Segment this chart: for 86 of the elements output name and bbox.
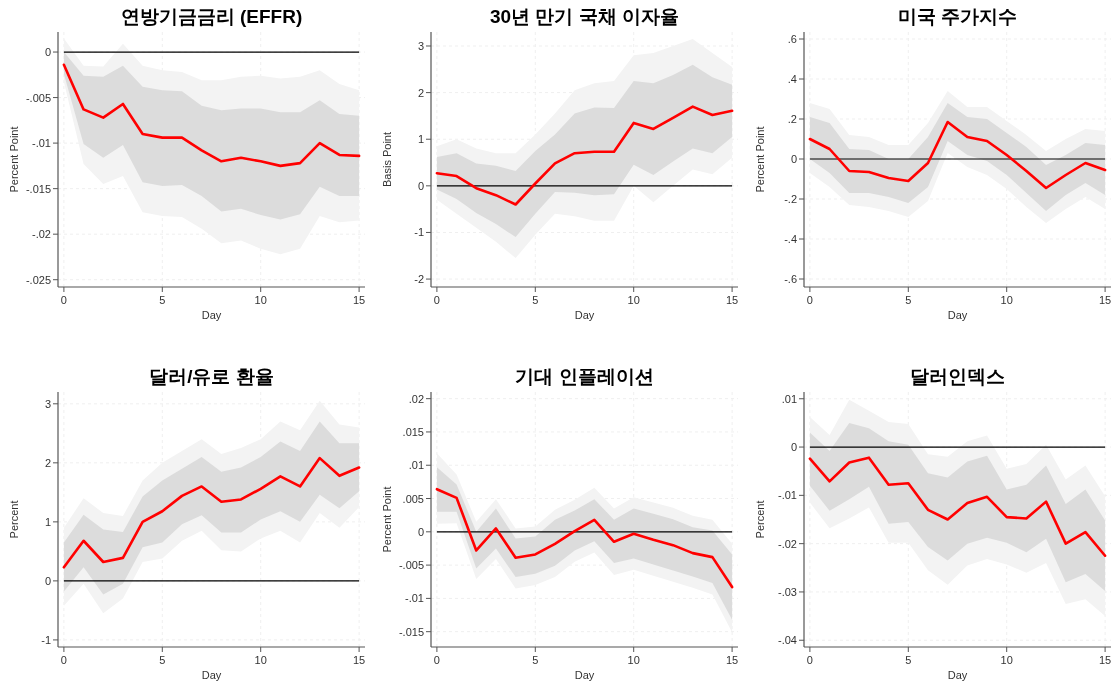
y-tick-label: 0 [417, 179, 424, 192]
y-tick-label: -.01 [405, 592, 424, 605]
x-tick-label: 5 [532, 294, 539, 306]
x-tick-label: 0 [433, 294, 440, 306]
x-tick-label: 5 [159, 294, 166, 306]
y-axis-title: Percent [8, 500, 20, 539]
y-tick-label: .015 [402, 425, 424, 438]
y-tick-label: 0 [44, 574, 51, 587]
y-tick-label: -.04 [778, 634, 797, 647]
x-tick-label: 10 [627, 294, 640, 306]
chart-title: 30년 만기 국채 이자율 [490, 6, 679, 27]
y-tick-label: -2 [414, 273, 424, 286]
y-tick-label: -1 [414, 226, 424, 239]
x-axis-title: Day [201, 309, 222, 321]
y-tick-label: .01 [781, 392, 797, 405]
y-axis-title: Basis Point [381, 131, 393, 188]
y-axis-title: Percent Point [754, 126, 766, 193]
line-series [435, 487, 734, 589]
y-tick-label: -.005 [25, 91, 51, 104]
x-tick-label: 10 [254, 294, 267, 306]
x-tick-label: 0 [806, 654, 813, 666]
x-tick-label: 5 [905, 294, 912, 306]
y-tick-label: -.025 [25, 273, 51, 286]
x-axis-title: Day [947, 669, 968, 681]
y-tick-label: 3 [417, 39, 424, 52]
y-tick-label: 1 [417, 133, 424, 146]
y-tick-label: 0 [417, 525, 424, 538]
x-tick-label: 10 [1000, 294, 1013, 306]
x-tick-label: 15 [725, 294, 739, 306]
x-tick-label: 15 [1098, 294, 1112, 306]
y-tick-label: 0 [790, 153, 797, 165]
x-tick-label: 5 [532, 654, 539, 666]
x-axis-title: Day [947, 309, 968, 321]
x-tick-label: 10 [1000, 654, 1013, 666]
chart-title: 연방기금금리 (EFFR) [120, 6, 303, 27]
y-tick-label: 3 [44, 397, 51, 410]
y-axis-title: Percent Point [381, 486, 393, 553]
y-axis-title: Percent [754, 500, 766, 539]
chart-title: 기대 인플레이션 [515, 366, 654, 387]
y-tick-label: .6 [787, 33, 797, 45]
x-axis-title: Day [574, 309, 595, 321]
y-tick-label: .4 [787, 73, 797, 85]
y-tick-label: -.01 [32, 137, 51, 150]
x-tick-label: 0 [60, 654, 67, 666]
x-tick-label: 15 [1098, 654, 1112, 666]
y-tick-label: -.02 [32, 228, 51, 241]
y-tick-label: 2 [417, 86, 424, 99]
chart-title: 미국 주가지수 [897, 6, 1018, 27]
chart-title: 달러/유로 환율 [149, 366, 274, 387]
x-axis-title: Day [574, 669, 595, 681]
x-tick-label: 0 [60, 294, 67, 306]
line-series [435, 105, 734, 206]
y-tick-label: 0 [790, 441, 797, 454]
y-tick-label: 1 [44, 515, 51, 528]
line-series [62, 63, 361, 168]
y-tick-label: -.02 [778, 537, 797, 550]
x-tick-label: 15 [725, 654, 739, 666]
y-tick-label: .01 [408, 459, 424, 472]
x-tick-label: 5 [159, 654, 166, 666]
y-tick-label: -.005 [398, 559, 424, 572]
y-tick-label: .2 [787, 113, 797, 125]
x-tick-label: 0 [806, 294, 813, 306]
line-series [808, 120, 1107, 190]
x-tick-label: 15 [352, 654, 366, 666]
y-tick-label: 2 [44, 456, 51, 469]
y-tick-label: .02 [408, 392, 424, 405]
x-tick-label: 0 [433, 654, 440, 666]
y-tick-label: -1 [41, 633, 51, 646]
x-tick-label: 10 [254, 654, 267, 666]
y-tick-label: -.6 [784, 273, 797, 285]
x-axis-title: Day [201, 669, 222, 681]
x-tick-label: 10 [627, 654, 640, 666]
x-tick-label: 5 [905, 654, 912, 666]
y-tick-label: -.2 [784, 193, 797, 205]
y-axis-title: Percent Point [8, 126, 20, 193]
chart-title: 달러인덱스 [910, 366, 1005, 387]
y-tick-label: -.015 [398, 625, 424, 638]
y-tick-label: .005 [402, 492, 424, 505]
y-tick-label: -.015 [25, 182, 51, 195]
y-tick-label: -.03 [778, 585, 797, 598]
y-tick-label: -.01 [778, 489, 797, 502]
line-series [62, 456, 361, 569]
y-tick-label: -.4 [784, 233, 797, 245]
line-series [808, 456, 1107, 558]
y-tick-label: 0 [44, 46, 51, 59]
x-tick-label: 15 [352, 294, 366, 306]
